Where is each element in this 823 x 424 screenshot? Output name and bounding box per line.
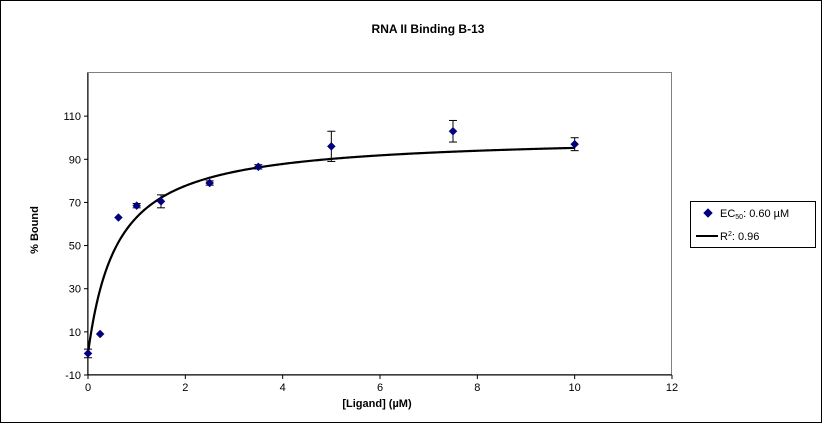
y-tick-label: 30 <box>69 284 81 296</box>
y-tick-label: -10 <box>65 370 81 382</box>
legend-r2-prefix: R <box>720 231 728 243</box>
legend-ec50-prefix: EC <box>720 208 735 220</box>
y-tick-label: 110 <box>63 111 81 123</box>
x-tick-label: 4 <box>280 382 286 394</box>
y-tick-label: 10 <box>69 327 81 339</box>
x-tick-label: 8 <box>474 382 480 394</box>
y-tick-label: 50 <box>69 241 81 253</box>
x-tick-label: 6 <box>377 382 383 394</box>
x-tick-label: 2 <box>182 382 188 394</box>
y-tick-label: 90 <box>69 154 81 166</box>
x-tick-label: 12 <box>666 382 678 394</box>
legend-entry-ec50: EC50: 0.60 µM <box>720 208 789 221</box>
y-axis-title: % Bound <box>29 206 41 254</box>
legend-entry-r2: R2: 0.96 <box>720 231 759 243</box>
chart-title: RNA II Binding B-13 <box>372 22 485 36</box>
y-tick-label: 70 <box>69 197 81 209</box>
x-tick-label: 0 <box>85 382 91 394</box>
legend: EC50: 0.60 µM R2: 0.96 <box>691 202 816 248</box>
legend-ec50-value: : 0.60 µM <box>743 208 789 220</box>
plot-area <box>88 73 672 375</box>
legend-ec50-sub: 50 <box>735 214 743 221</box>
x-axis-title: [Ligand] (µM) <box>342 398 412 410</box>
x-tick-label: 10 <box>569 382 581 394</box>
legend-r2-value: : 0.96 <box>732 231 760 243</box>
